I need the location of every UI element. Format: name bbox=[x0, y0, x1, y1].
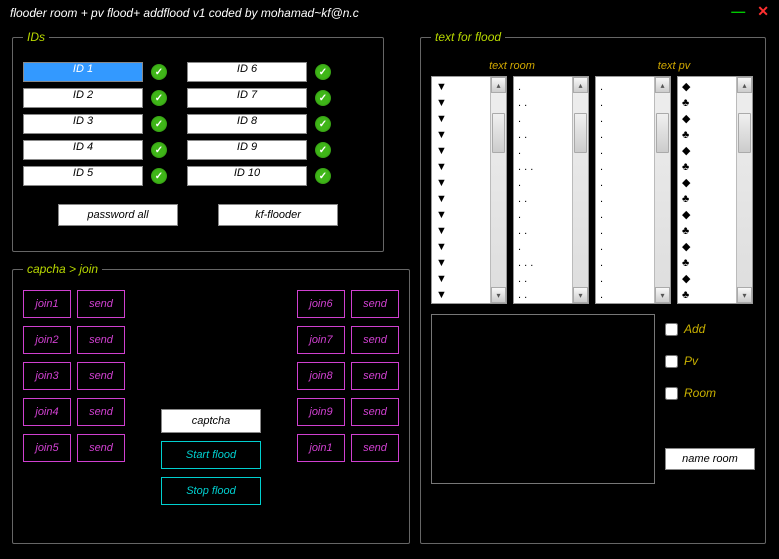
join-send-pair: join7send bbox=[297, 326, 399, 354]
id-input[interactable]: ID 8 bbox=[187, 114, 307, 134]
id-input[interactable]: ID 6 bbox=[187, 62, 307, 82]
room-list-a[interactable]: ▼▼▼▼▼▼▼▼▼▼▼▼▼▼▴▾ bbox=[431, 76, 507, 304]
check-icon: ✓ bbox=[151, 64, 167, 80]
kf-flooder-input[interactable]: kf-flooder bbox=[218, 204, 338, 226]
send-button[interactable]: send bbox=[351, 290, 399, 318]
window-title: flooder room + pv flood+ addflood v1 cod… bbox=[10, 6, 359, 20]
flood-panel: text for flood text room text pv ▼▼▼▼▼▼▼… bbox=[420, 30, 766, 544]
check-icon: ✓ bbox=[151, 116, 167, 132]
name-room-input[interactable] bbox=[665, 448, 755, 470]
id-input[interactable]: ID 10 bbox=[187, 166, 307, 186]
id-input[interactable]: ID 1 bbox=[23, 62, 143, 82]
check-icon: ✓ bbox=[151, 142, 167, 158]
captcha-panel: capcha > join join1sendjoin2sendjoin3sen… bbox=[12, 262, 410, 544]
id-row: ID 8 ✓ bbox=[187, 114, 331, 134]
ids-panel: IDs ID 1 ✓ ID 2 ✓ ID 3 ✓ ID 4 ✓ ID 5 ✓ ID 6 ✓ ID 7 ✓… bbox=[12, 30, 384, 252]
join-button[interactable]: join7 bbox=[297, 326, 345, 354]
check-icon: ✓ bbox=[315, 90, 331, 106]
stop-flood-button[interactable]: Stop flood bbox=[161, 477, 261, 505]
join-send-pair: join4send bbox=[23, 398, 125, 426]
check-icon: ✓ bbox=[315, 116, 331, 132]
join-button[interactable]: join5 bbox=[23, 434, 71, 462]
id-input[interactable]: ID 4 bbox=[23, 140, 143, 160]
flood-textarea[interactable] bbox=[431, 314, 655, 484]
ids-legend: IDs bbox=[23, 30, 49, 44]
join-send-pair: join9send bbox=[297, 398, 399, 426]
join-send-pair: join1send bbox=[23, 290, 125, 318]
send-button[interactable]: send bbox=[351, 326, 399, 354]
check-icon: ✓ bbox=[315, 168, 331, 184]
join-send-pair: join5send bbox=[23, 434, 125, 462]
send-button[interactable]: send bbox=[351, 434, 399, 462]
pv-checkbox[interactable]: Pv bbox=[665, 354, 698, 368]
room-list-b[interactable]: .. ... ... . ... ... . .. . .. .. .▴▾ bbox=[513, 76, 589, 304]
id-input[interactable]: ID 5 bbox=[23, 166, 143, 186]
send-button[interactable]: send bbox=[77, 290, 125, 318]
id-row: ID 1 ✓ bbox=[23, 62, 167, 82]
id-input[interactable]: ID 2 bbox=[23, 88, 143, 108]
id-row: ID 9 ✓ bbox=[187, 140, 331, 160]
pv-list-a[interactable]: .. .. .. .. .. .. ..▴▾ bbox=[595, 76, 671, 304]
minimize-icon[interactable]: — bbox=[731, 6, 745, 16]
check-icon: ✓ bbox=[151, 168, 167, 184]
join-send-pair: join3send bbox=[23, 362, 125, 390]
id-input[interactable]: ID 3 bbox=[23, 114, 143, 134]
id-row: ID 3 ✓ bbox=[23, 114, 167, 134]
id-row: ID 7 ✓ bbox=[187, 88, 331, 108]
send-button[interactable]: send bbox=[77, 326, 125, 354]
add-checkbox[interactable]: Add bbox=[665, 322, 705, 336]
join-button[interactable]: join8 bbox=[297, 362, 345, 390]
join-send-pair: join2send bbox=[23, 326, 125, 354]
window-titlebar: flooder room + pv flood+ addflood v1 cod… bbox=[0, 0, 779, 26]
join-button[interactable]: join1 bbox=[23, 290, 71, 318]
text-room-label: text room bbox=[431, 60, 593, 72]
send-button[interactable]: send bbox=[77, 362, 125, 390]
id-row: ID 5 ✓ bbox=[23, 166, 167, 186]
join-send-pair: join1send bbox=[297, 434, 399, 462]
text-pv-label: text pv bbox=[593, 60, 755, 72]
id-row: ID 2 ✓ bbox=[23, 88, 167, 108]
send-button[interactable]: send bbox=[351, 398, 399, 426]
flood-legend: text for flood bbox=[431, 30, 505, 44]
join-button[interactable]: join1 bbox=[297, 434, 345, 462]
join-button[interactable]: join3 bbox=[23, 362, 71, 390]
check-icon: ✓ bbox=[315, 64, 331, 80]
send-button[interactable]: send bbox=[77, 434, 125, 462]
captcha-legend: capcha > join bbox=[23, 262, 102, 276]
join-button[interactable]: join2 bbox=[23, 326, 71, 354]
id-input[interactable]: ID 7 bbox=[187, 88, 307, 108]
start-flood-button[interactable]: Start flood bbox=[161, 441, 261, 469]
id-row: ID 6 ✓ bbox=[187, 62, 331, 82]
scrollbar[interactable]: ▴▾ bbox=[490, 77, 506, 303]
close-icon[interactable]: ✕ bbox=[757, 6, 769, 16]
join-send-pair: join8send bbox=[297, 362, 399, 390]
join-button[interactable]: join9 bbox=[297, 398, 345, 426]
window-controls: — ✕ bbox=[731, 6, 769, 16]
join-send-pair: join6send bbox=[297, 290, 399, 318]
room-checkbox[interactable]: Room bbox=[665, 386, 716, 400]
check-icon: ✓ bbox=[151, 90, 167, 106]
id-input[interactable]: ID 9 bbox=[187, 140, 307, 160]
id-row: ID 4 ✓ bbox=[23, 140, 167, 160]
password-all-input[interactable]: password all bbox=[58, 204, 178, 226]
scrollbar[interactable]: ▴▾ bbox=[736, 77, 752, 303]
scrollbar[interactable]: ▴▾ bbox=[654, 77, 670, 303]
join-button[interactable]: join6 bbox=[297, 290, 345, 318]
join-button[interactable]: join4 bbox=[23, 398, 71, 426]
id-row: ID 10 ✓ bbox=[187, 166, 331, 186]
send-button[interactable]: send bbox=[351, 362, 399, 390]
pv-list-b[interactable]: ◆♣◆♣◆♣◆♣◆♣◆♣◆♣▴▾ bbox=[677, 76, 753, 304]
check-icon: ✓ bbox=[315, 142, 331, 158]
scrollbar[interactable]: ▴▾ bbox=[572, 77, 588, 303]
captcha-input[interactable]: captcha bbox=[161, 409, 261, 433]
send-button[interactable]: send bbox=[77, 398, 125, 426]
